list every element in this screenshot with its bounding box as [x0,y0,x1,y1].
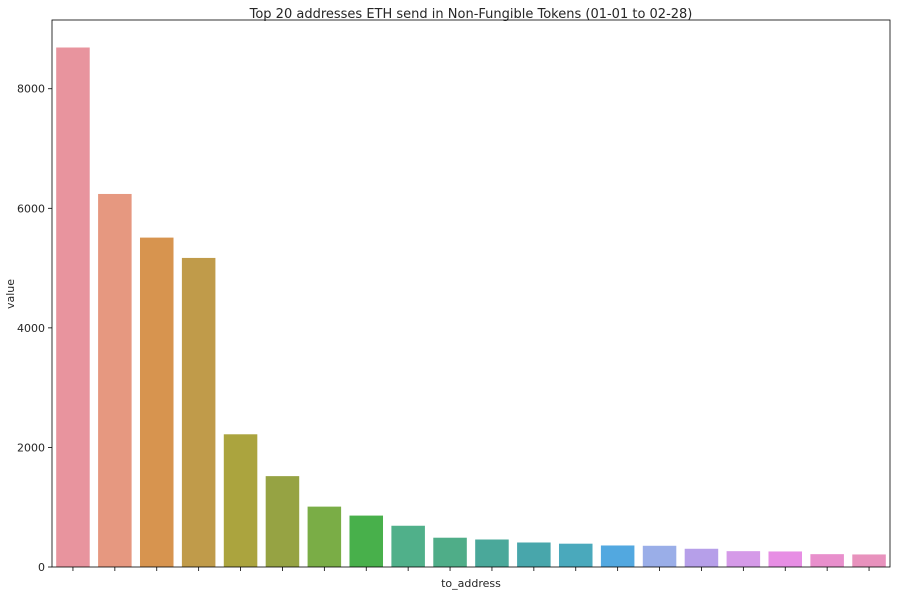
y-tick-label-0: 0 [38,561,45,574]
bar-5 [223,434,258,567]
y-tick-label-8000: 8000 [17,83,45,96]
bar-12 [517,542,551,567]
bar-4 [181,257,216,567]
bar-2 [98,193,132,567]
bar-18 [768,551,803,567]
bars-layer [56,47,886,567]
bar-8 [349,515,384,567]
bar-11 [475,539,509,567]
bar-15 [642,545,677,567]
axes-layer: 0 2000 4000 6000 8000 [17,83,870,574]
bar-3 [139,237,174,567]
plot-frame [51,19,891,568]
bar-13 [558,543,593,567]
y-tick-label-6000: 6000 [17,202,45,215]
x-axis-label: to_address [441,577,501,590]
bar-7 [307,506,342,567]
bar-14 [600,545,635,567]
bar-10 [433,537,467,567]
bar-9 [391,525,425,567]
bar-20 [852,554,886,567]
chart-title: Top 20 addresses ETH send in Non-Fungibl… [249,7,693,22]
bar-19 [810,554,844,567]
y-tick-label-4000: 4000 [17,322,45,335]
bar-16 [684,548,719,567]
bar-6 [265,476,300,567]
bar-1 [56,47,90,567]
y-axis-label: value [4,279,17,309]
y-tick-label-2000: 2000 [17,441,45,454]
bar-17 [726,551,761,567]
